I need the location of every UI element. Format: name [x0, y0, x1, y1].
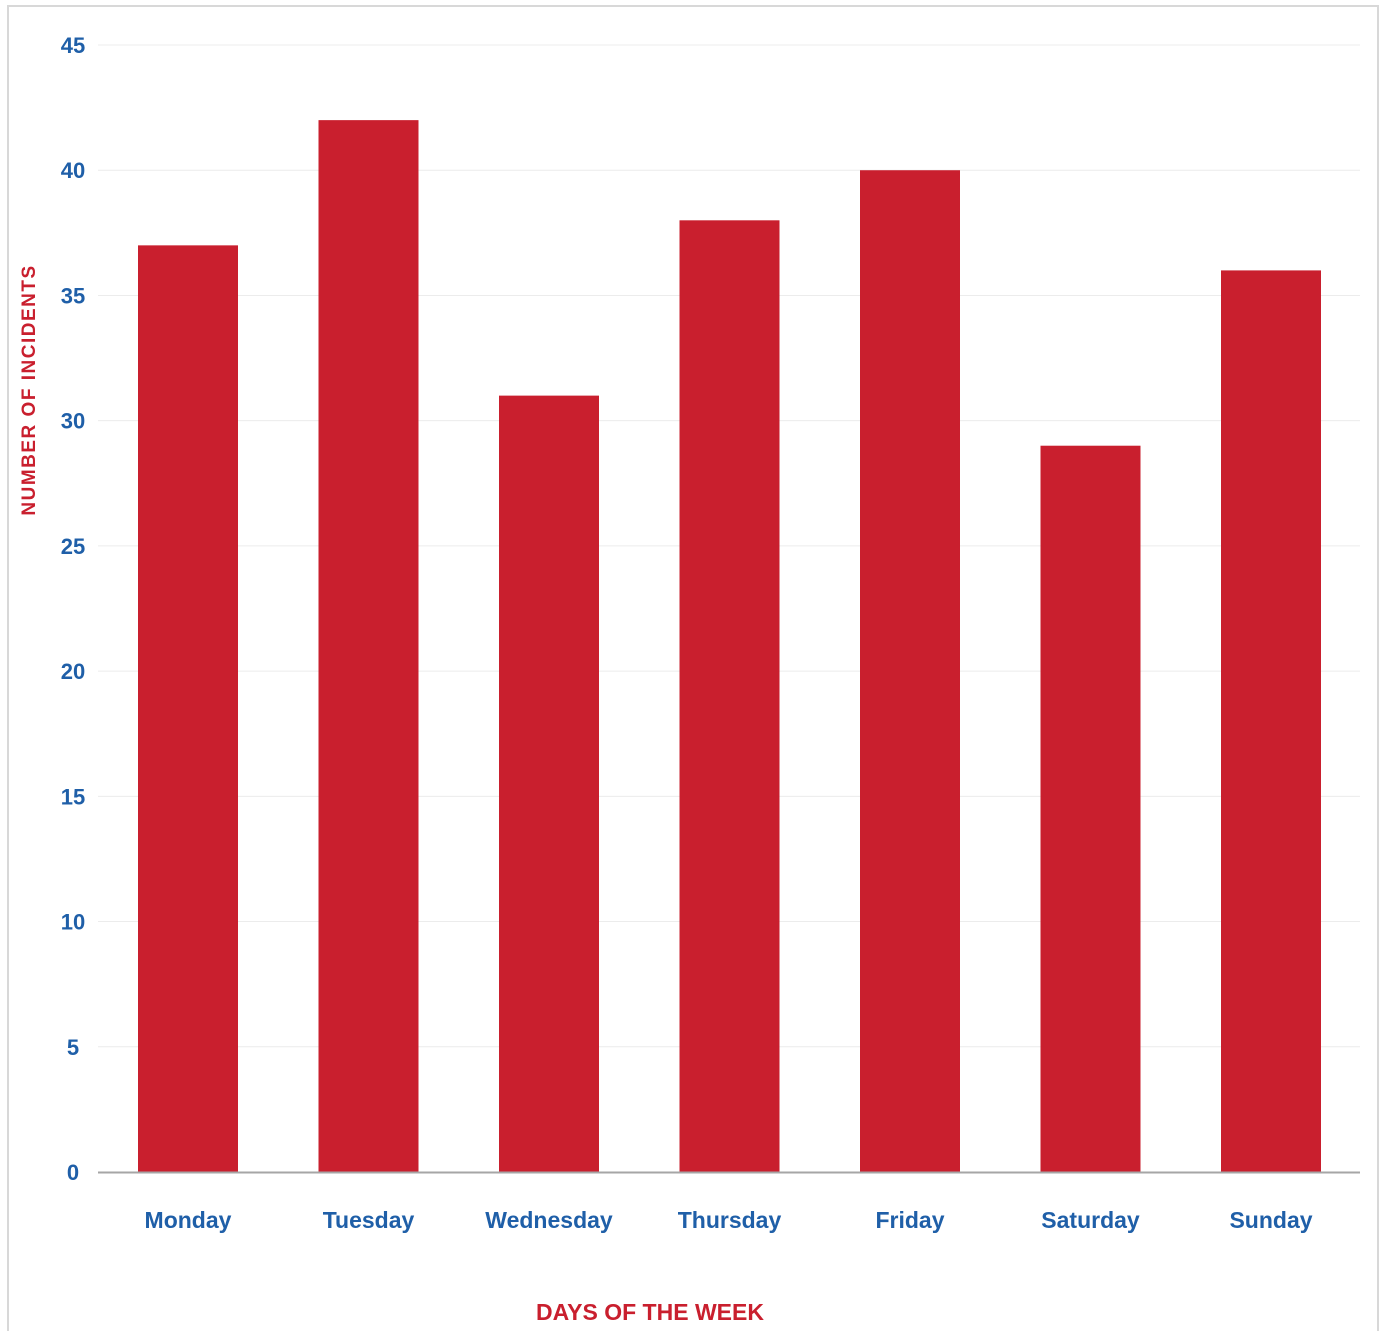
x-tick-label: Friday: [875, 1207, 944, 1233]
y-tick-label: 10: [61, 910, 85, 935]
x-tick-label: Wednesday: [485, 1207, 613, 1233]
bar-friday: [860, 170, 960, 1172]
bar-tuesday: [318, 120, 419, 1173]
x-tick-label: Sunday: [1229, 1207, 1312, 1233]
y-tick-label: 40: [61, 158, 85, 183]
x-tick-label: Saturday: [1041, 1207, 1140, 1233]
bar-wednesday: [499, 395, 599, 1173]
y-tick-label: 30: [61, 409, 85, 434]
bar-thursday: [679, 220, 780, 1173]
x-tick-label: Thursday: [678, 1207, 782, 1233]
y-tick-label: 0: [67, 1160, 79, 1185]
x-tick-label: Tuesday: [323, 1207, 415, 1233]
x-tick-labels: Monday Tuesday Wednesday Thursday Friday Satu…: [145, 1207, 1313, 1233]
y-tick-label: 15: [61, 784, 85, 809]
y-tick-label: 45: [61, 33, 85, 58]
bar-sunday: [1221, 270, 1321, 1172]
y-tick-label: 5: [67, 1035, 79, 1060]
x-tick-label: Monday: [145, 1207, 232, 1233]
bars: [138, 120, 1321, 1173]
bar-saturday: [1040, 445, 1141, 1172]
y-tick-label: 35: [61, 283, 85, 308]
y-tick-labels: 0 5 10 15 20 25 30 35 40 45: [61, 33, 85, 1185]
x-axis-title: DAYS OF THE WEEK: [536, 1299, 764, 1325]
y-tick-label: 20: [61, 659, 85, 684]
y-axis-title: NUMBER OF INCIDENTS: [19, 264, 40, 515]
y-tick-label: 25: [61, 534, 85, 559]
bar-monday: [138, 245, 238, 1172]
